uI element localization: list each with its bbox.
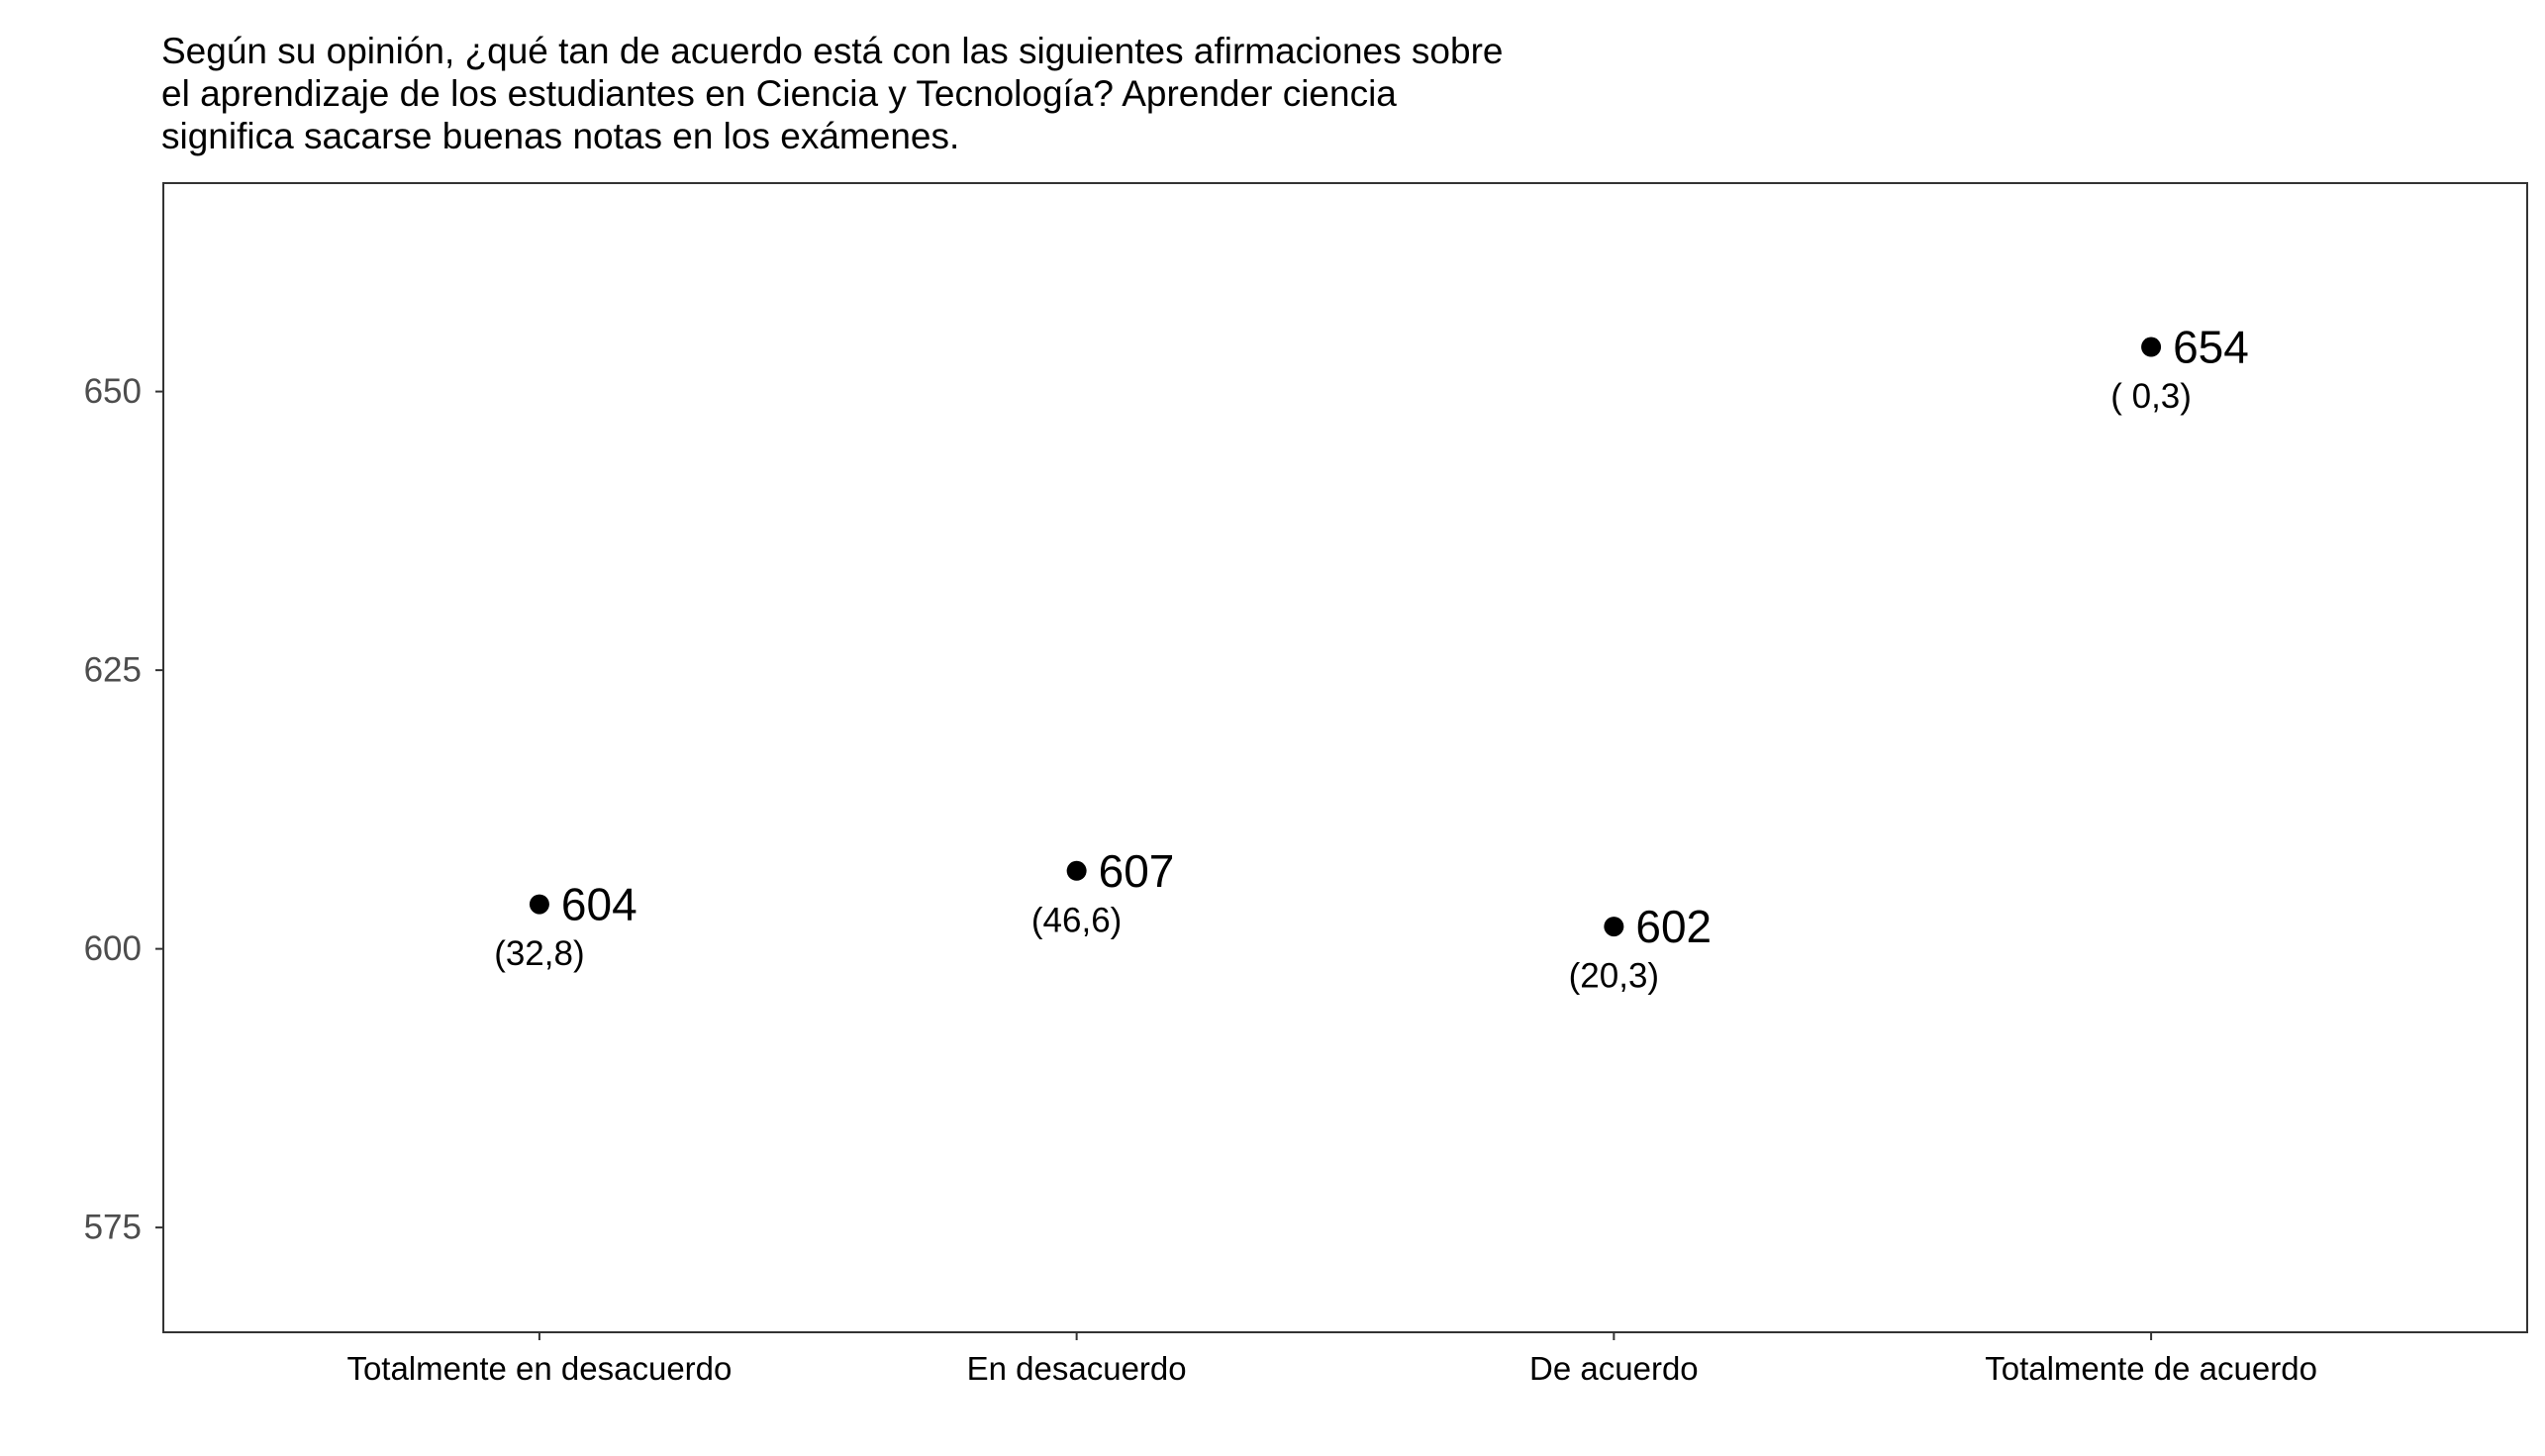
- plot-frame: [162, 182, 2528, 1333]
- y-tick-label: 575: [84, 1209, 142, 1247]
- data-point: [529, 894, 549, 915]
- y-axis: 575 600 625 650: [84, 372, 163, 1247]
- data-value-label: 604: [561, 879, 637, 930]
- data-points: 604 (32,8) 607 (46,6) 602 (20,3) 654 ( 0,3): [494, 322, 2249, 996]
- data-value-label: 602: [1635, 901, 1712, 952]
- chart-title: Según su opinión, ¿qué tan de acuerdo es…: [161, 30, 1844, 157]
- y-tick-label: 625: [84, 651, 142, 690]
- data-sub-label: (46,6): [1031, 901, 1122, 939]
- chart-title-line-2: el aprendizaje de los estudiantes en Cie…: [161, 73, 1397, 114]
- data-sub-label: ( 0,3): [2110, 377, 2192, 416]
- data-point: [1604, 917, 1624, 937]
- x-tick-label: Totalmente de acuerdo: [1985, 1350, 2317, 1387]
- x-tick-label: De acuerdo: [1529, 1350, 1699, 1387]
- y-tick-label: 650: [84, 372, 142, 411]
- x-axis: Totalmente en desacuerdo En desacuerdo De …: [346, 1332, 2317, 1387]
- data-point: [1066, 860, 1087, 881]
- data-value-label: 654: [2173, 322, 2249, 373]
- chart-title-line-1: Según su opinión, ¿qué tan de acuerdo es…: [161, 31, 1504, 71]
- y-tick-label: 600: [84, 929, 142, 968]
- x-tick-label: Totalmente en desacuerdo: [346, 1350, 732, 1387]
- x-tick-label: En desacuerdo: [967, 1350, 1187, 1387]
- data-value-label: 607: [1099, 845, 1175, 897]
- data-sub-label: (20,3): [1569, 957, 1659, 996]
- data-point: [2141, 337, 2162, 357]
- data-sub-label: (32,8): [494, 934, 584, 973]
- chart-title-line-3: significa sacarse buenas notas en los ex…: [161, 116, 960, 156]
